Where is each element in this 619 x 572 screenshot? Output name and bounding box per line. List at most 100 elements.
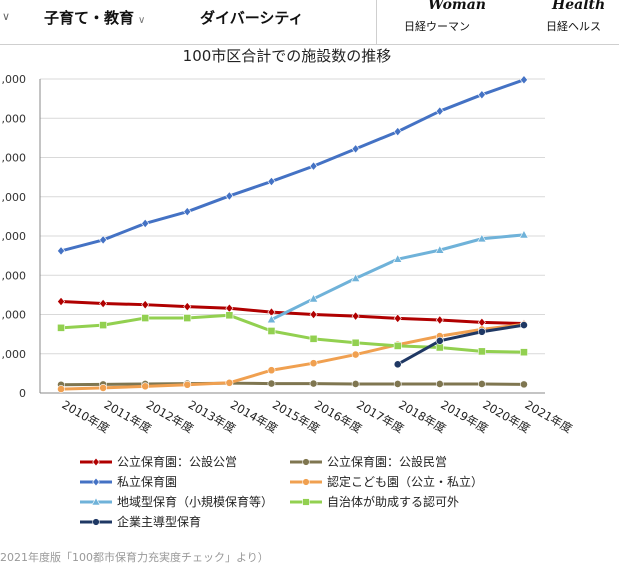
- data-point: [183, 207, 192, 217]
- data-point: [477, 380, 486, 388]
- data-point: [350, 273, 361, 282]
- nav-item-diversity[interactable]: ダイバーシティ: [200, 7, 304, 28]
- legend-label: 企業主導型保育: [117, 514, 201, 529]
- data-point: [57, 323, 65, 332]
- data-point: [99, 298, 108, 309]
- y-axis-tick-labels: 0 ,000 ,000 ,000 ,000 ,000 ,000 ,000 ,000: [2, 73, 27, 400]
- legend-entry: 認定こども園（公立・私立）: [290, 474, 483, 489]
- data-point: [99, 235, 108, 245]
- data-point: [92, 457, 100, 467]
- y-tick-label: ,000: [2, 191, 27, 204]
- legend-entry: 企業主導型保育: [80, 514, 201, 529]
- source-credit: 2021年度版「100都市保育力充実度チェック」より）: [0, 551, 269, 564]
- data-point: [351, 338, 360, 347]
- data-point: [351, 311, 360, 321]
- data-point: [267, 176, 276, 187]
- data-point: [225, 311, 234, 320]
- series-line: [60, 300, 525, 326]
- woman-logo: Woman: [428, 0, 486, 13]
- data-point: [141, 314, 150, 322]
- data-point: [435, 245, 445, 254]
- legend-entry: 地域型保育（小規模保育等）: [80, 494, 273, 509]
- legend-label: 自治体が助成する認可外: [327, 494, 459, 509]
- data-point: [183, 380, 192, 389]
- data-point: [393, 341, 402, 350]
- data-point: [267, 379, 276, 388]
- data-point: [141, 382, 150, 391]
- y-tick-label: ,000: [2, 112, 27, 125]
- legend-entry: 公立保育園：公設民営: [290, 454, 447, 469]
- series-line: [61, 381, 524, 387]
- data-point: [266, 314, 277, 324]
- data-point: [309, 309, 318, 320]
- data-point: [92, 477, 100, 487]
- data-point: [99, 321, 108, 329]
- data-point: [225, 378, 234, 387]
- series-4: [266, 229, 529, 324]
- data-point: [309, 161, 318, 171]
- y-tick-label: 0: [19, 387, 26, 400]
- series-line: [270, 233, 525, 321]
- data-series: [57, 75, 529, 393]
- data-point: [302, 478, 310, 486]
- data-point: [393, 380, 402, 388]
- series-5: [57, 311, 528, 357]
- data-point: [302, 498, 310, 506]
- data-point: [183, 301, 192, 312]
- data-point: [141, 218, 150, 229]
- data-point: [477, 233, 487, 243]
- data-point: [141, 300, 150, 310]
- x-axis-tick-labels: 2010年度2011年度2012年度2013年度2014年度2015年度2016…: [60, 397, 576, 436]
- legend-label: 地域型保育（小規模保育等）: [117, 494, 273, 509]
- data-point: [309, 334, 318, 343]
- data-point: [309, 359, 318, 368]
- legend-entry: 公立保育園：公設公営: [80, 454, 237, 469]
- data-point: [92, 518, 100, 526]
- data-point: [392, 254, 403, 263]
- legend-label: 公立保育園：公設民営: [327, 454, 447, 469]
- data-point: [477, 327, 486, 336]
- series-line: [396, 323, 525, 366]
- data-point: [225, 303, 234, 313]
- data-point: [393, 126, 402, 137]
- series-6: [393, 321, 528, 369]
- series-line: [60, 313, 524, 354]
- data-point: [302, 458, 310, 466]
- data-point: [351, 144, 360, 154]
- data-point: [308, 293, 319, 303]
- y-tick-label: ,000: [2, 348, 27, 361]
- brand-label: 日経ウーマン: [404, 20, 470, 33]
- data-point: [183, 314, 192, 322]
- data-point: [520, 321, 528, 329]
- nav-item-label: ダイバーシティ: [200, 9, 304, 27]
- series-3: [57, 320, 528, 393]
- legend-label: 認定こども園（公立・私立）: [327, 474, 483, 489]
- gridlines: [39, 78, 545, 394]
- legend-label: 私立保育園: [117, 474, 177, 489]
- data-point: [435, 343, 444, 352]
- data-point: [309, 379, 318, 388]
- brand-label: 日経ヘルス: [546, 20, 601, 33]
- data-point: [351, 380, 360, 388]
- series-2: [57, 75, 528, 256]
- data-point: [57, 296, 66, 307]
- health-logo: Health: [552, 0, 606, 13]
- data-point: [477, 90, 486, 100]
- chevron-down-icon[interactable]: ∨: [2, 10, 11, 23]
- y-tick-label: ,000: [2, 73, 27, 86]
- legend-entry: 私立保育園: [80, 474, 177, 489]
- series-line: [60, 78, 525, 253]
- data-point: [393, 313, 402, 324]
- series-0: [57, 296, 528, 329]
- facility-count-line-chart: 100市区合計での施設数の推移 0 ,000 ,000 ,000 ,000 ,000 ,00…: [2, 47, 576, 529]
- y-tick-label: ,000: [2, 230, 27, 243]
- data-point: [519, 229, 529, 239]
- data-point: [477, 347, 486, 356]
- nav-divider: [376, 0, 377, 44]
- data-point: [435, 315, 444, 325]
- data-point: [267, 327, 276, 335]
- nav-item-childcare-education[interactable]: 子育て・教育 ∨: [44, 7, 145, 28]
- data-point: [520, 348, 528, 357]
- data-point: [91, 497, 101, 506]
